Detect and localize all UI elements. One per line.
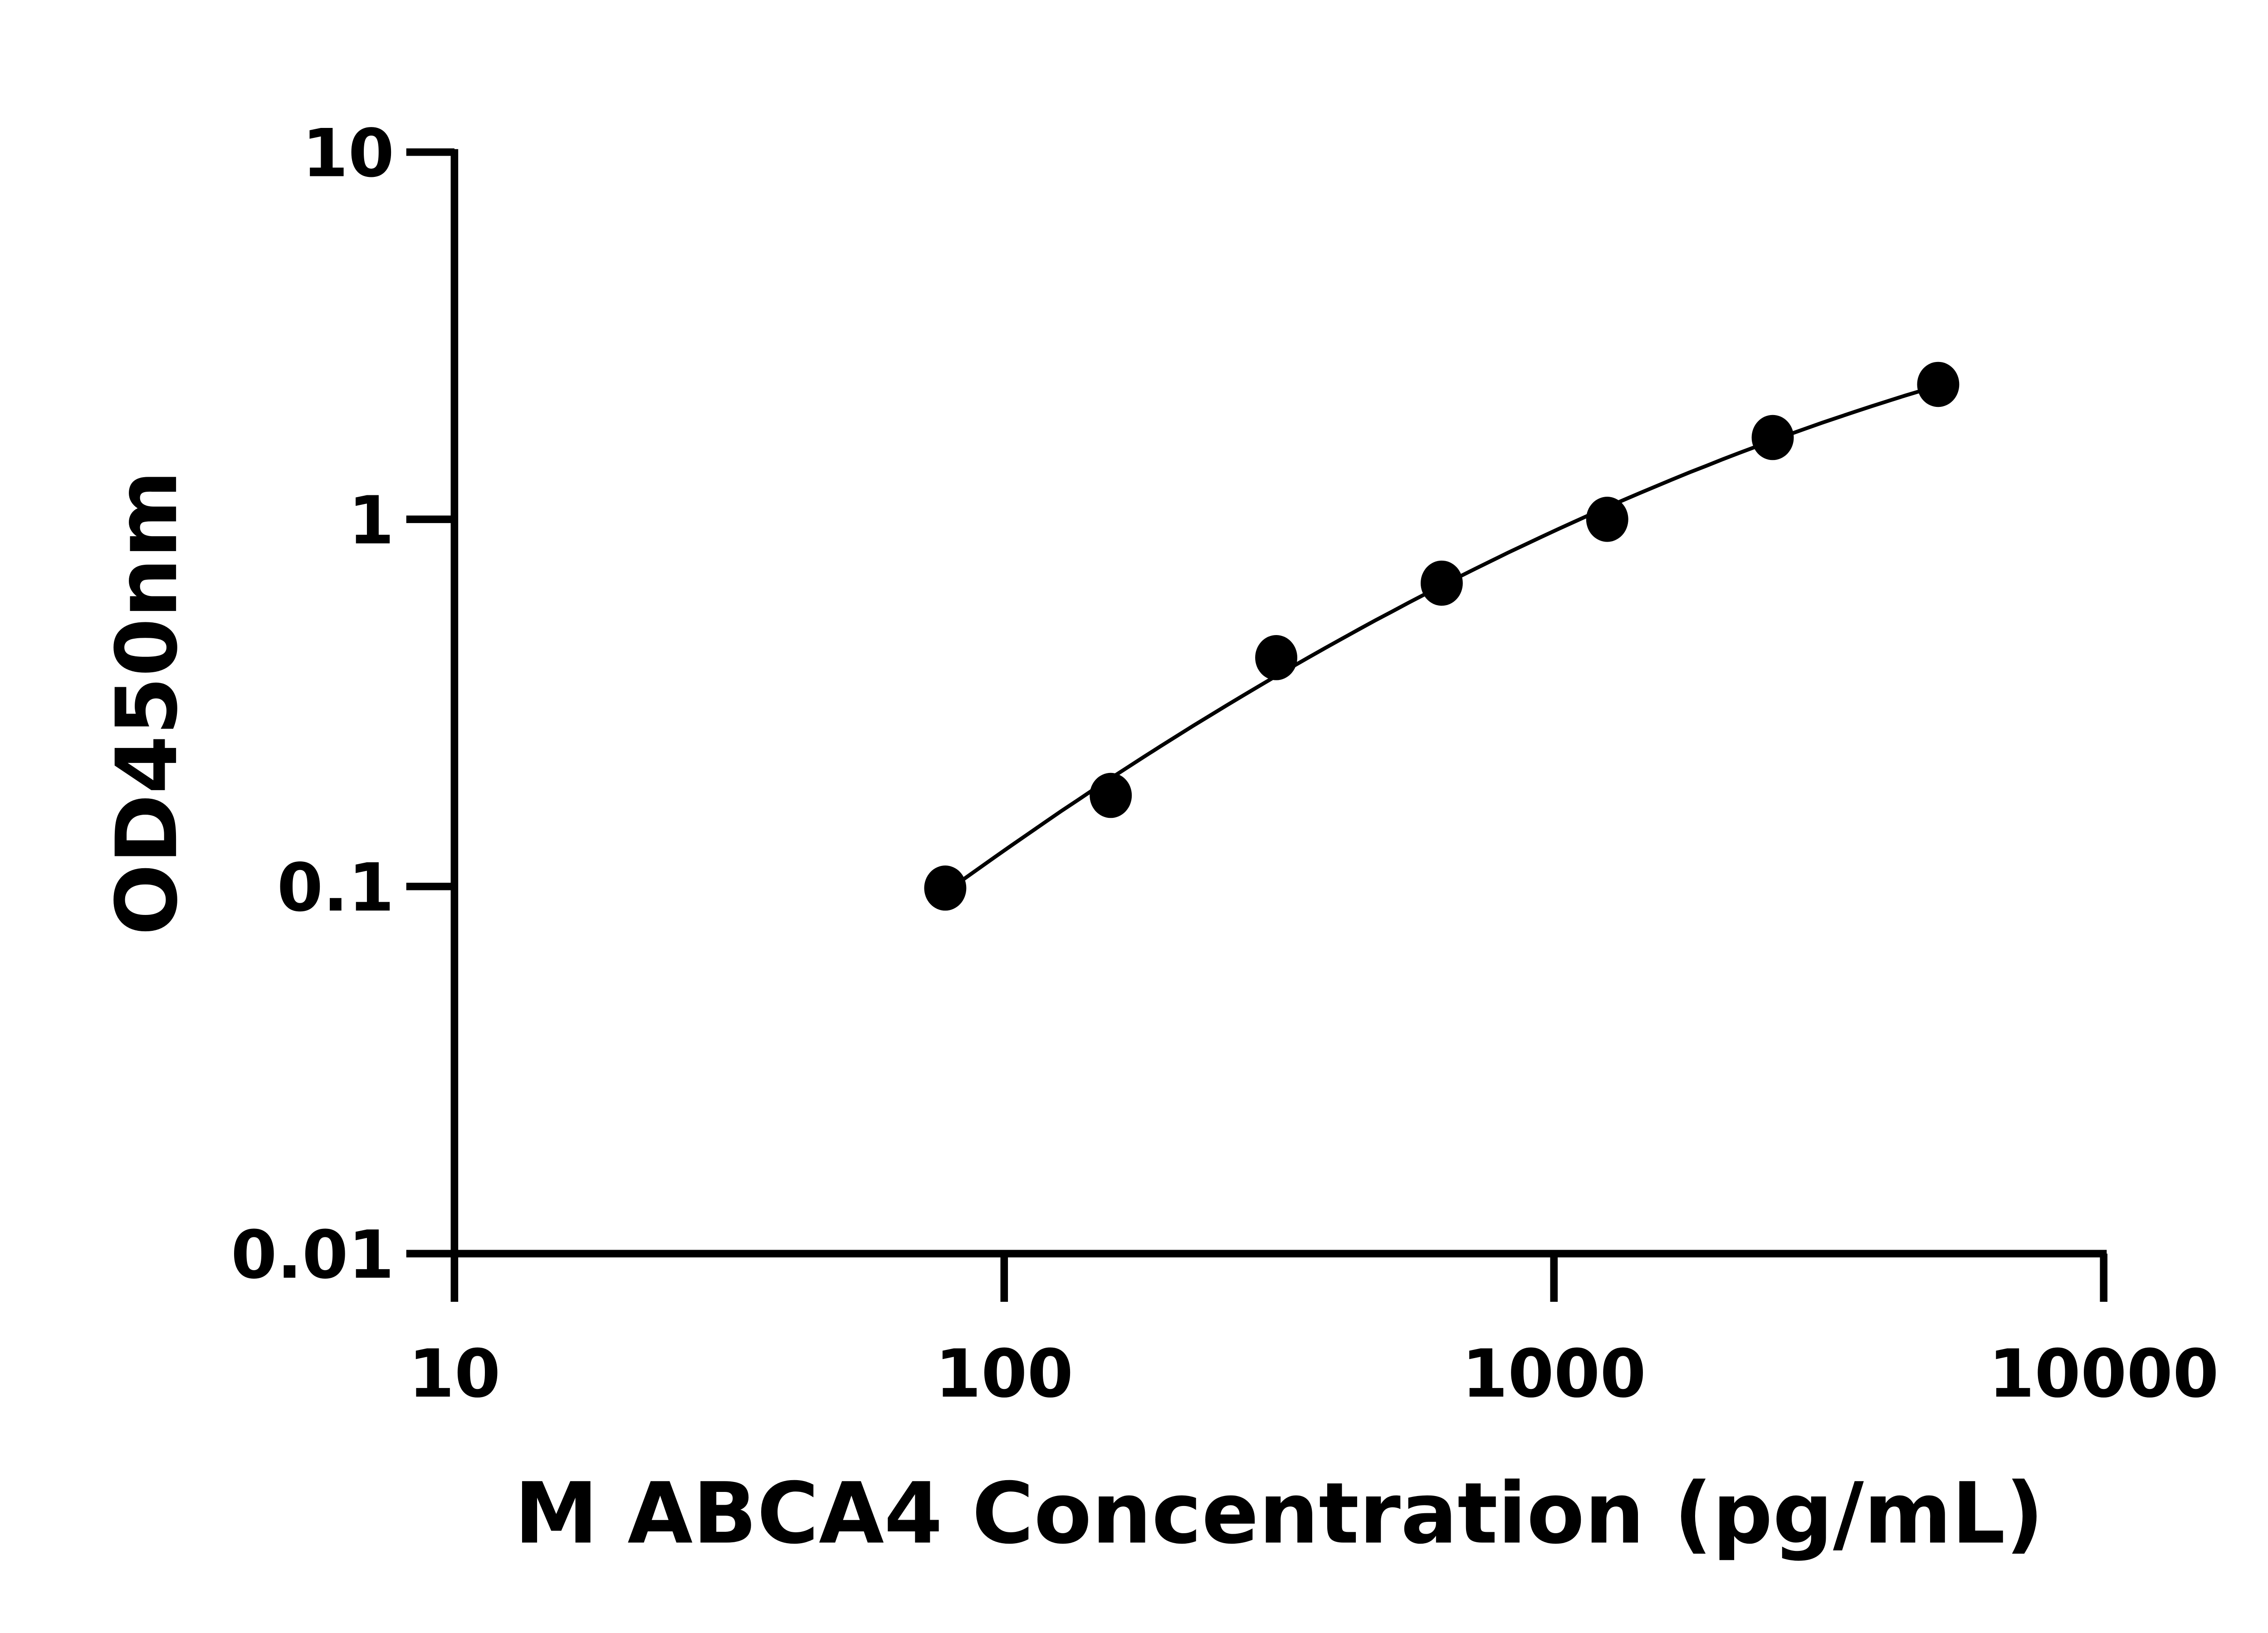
x-tick-label: 1000 [1462,1336,1646,1413]
fit-curve [944,384,1939,894]
x-tick-label: 10 [408,1336,500,1413]
x-axis-label: M ABCA4 Concentration (pg/mL) [514,1465,2044,1563]
data-point [1255,635,1298,680]
data-point [1090,772,1132,818]
y-axis-label: OD450nm [98,470,196,936]
axes: 10 100 1000 10000 0.01 0.1 1 10 [231,115,2219,1412]
y-tick-label: 10 [302,115,394,192]
y-tick-label: 1 [348,483,395,559]
y-tick-label: 0.01 [231,1217,394,1294]
x-tick-label: 10000 [1989,1336,2219,1413]
y-tick-label: 0.1 [277,850,395,926]
data-points [924,362,1960,911]
data-point [1917,362,1960,407]
data-point [1420,560,1463,606]
x-tick-label: 100 [935,1336,1073,1413]
data-point [924,865,967,911]
data-point [1586,497,1628,542]
data-point [1751,415,1794,460]
